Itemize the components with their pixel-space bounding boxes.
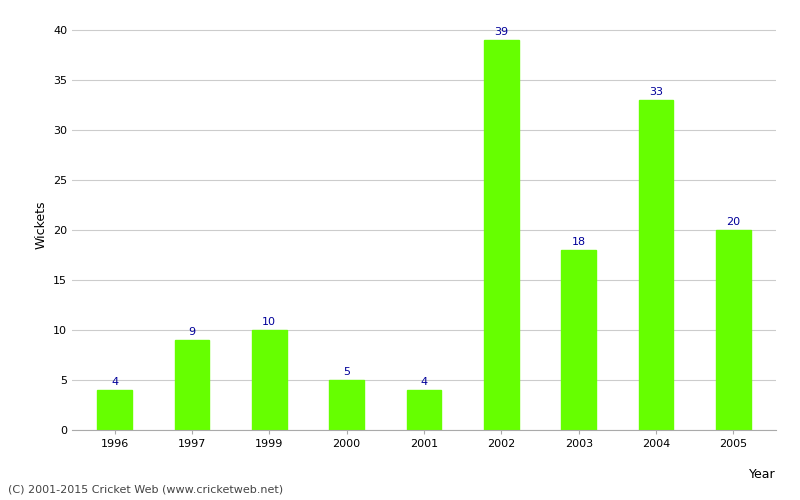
Bar (97, 390, 132, 430)
Bar (484, 40, 518, 430)
Bar (330, 380, 364, 430)
Bar (252, 330, 286, 430)
Bar (174, 340, 210, 430)
Bar (406, 390, 442, 430)
Bar (716, 230, 751, 430)
Text: Year: Year (750, 468, 776, 480)
Text: 4: 4 (421, 377, 427, 387)
Y-axis label: Wickets: Wickets (34, 200, 47, 249)
Text: 39: 39 (494, 27, 509, 37)
Text: (C) 2001-2015 Cricket Web (www.cricketweb.net): (C) 2001-2015 Cricket Web (www.cricketwe… (8, 485, 283, 495)
Text: 20: 20 (726, 217, 741, 227)
Text: 10: 10 (262, 317, 276, 327)
Text: 5: 5 (343, 367, 350, 377)
Bar (638, 100, 674, 430)
Bar (562, 250, 596, 430)
Text: 18: 18 (572, 237, 586, 247)
Text: 33: 33 (649, 87, 663, 97)
Text: 9: 9 (188, 327, 195, 337)
Text: 4: 4 (111, 377, 118, 387)
